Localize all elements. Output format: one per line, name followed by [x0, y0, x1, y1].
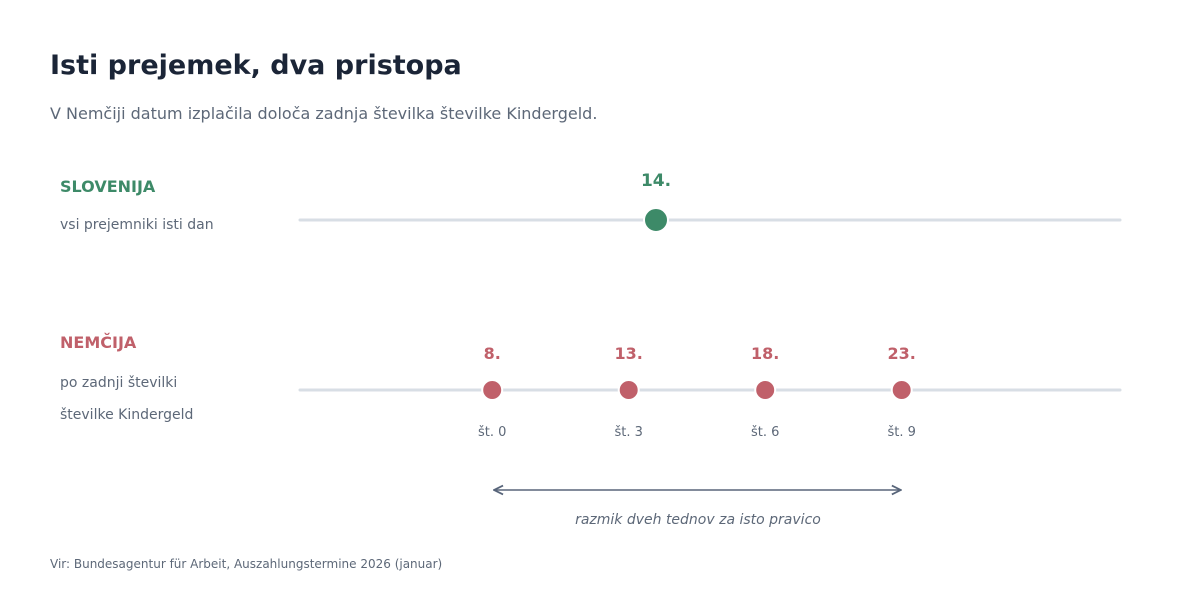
row-description-slovenia: vsi prejemniki isti dan [60, 217, 214, 233]
payment-dot-germany-day-23 [890, 379, 913, 401]
digit-label-germany: št. 9 [887, 425, 915, 440]
payment-day-label-germany: 13. [615, 344, 643, 363]
row-label-germany: NEMČIJA [60, 333, 137, 352]
digit-label-germany: št. 6 [751, 425, 779, 440]
page-subtitle: V Nemčiji datum izplačila določa zadnja … [50, 104, 598, 123]
payment-day-label-germany: 8. [484, 344, 501, 363]
payment-dot-slovenia-day-14 [643, 207, 669, 233]
row-label-slovenia: SLOVENIJA [60, 177, 156, 196]
payment-day-label-germany: 18. [751, 344, 779, 363]
page-title: Isti prejemek, dva pristopa [50, 50, 462, 81]
row-description-germany-line1: po zadnji številki [60, 375, 178, 391]
span-annotation-label: razmik dveh tednov za isto pravico [575, 512, 821, 528]
payment-dot-germany-day-13 [617, 379, 640, 401]
payment-day-label-slovenia: 14. [641, 171, 671, 191]
digit-label-germany: št. 0 [478, 425, 506, 440]
source-note: Vir: Bundesagentur für Arbeit, Auszahlun… [50, 557, 443, 571]
payment-dot-germany-day-8 [481, 379, 504, 401]
digit-label-germany: št. 3 [614, 425, 642, 440]
row-description-germany-line2: številke Kindergeld [60, 407, 194, 423]
payment-dot-germany-day-18 [754, 379, 777, 401]
payment-day-label-germany: 23. [888, 344, 916, 363]
